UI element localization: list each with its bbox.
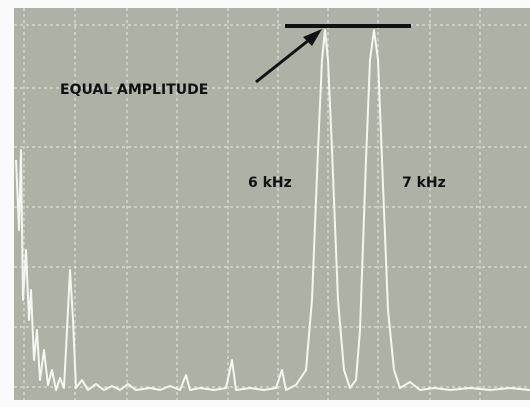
graticule (14, 8, 530, 400)
arrow-shaft (255, 34, 315, 84)
spectrum-trace (15, 29, 530, 391)
arrow-head (303, 29, 322, 46)
screen (14, 8, 530, 400)
peak-label: 7 kHz (402, 175, 446, 191)
arrow-label: EQUAL AMPLITUDE (60, 82, 208, 98)
peak-label: 6 kHz (248, 175, 292, 191)
